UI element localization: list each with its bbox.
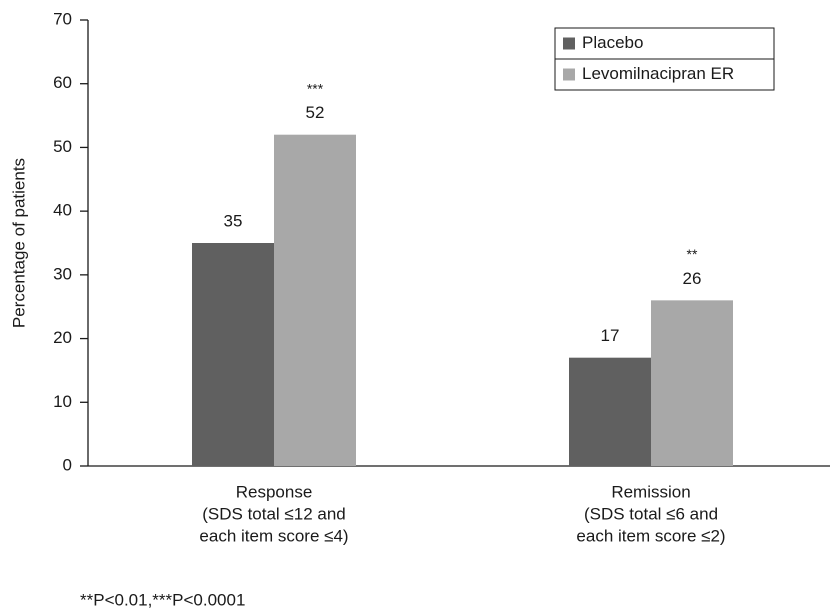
bar	[569, 357, 651, 466]
value-label: 17	[601, 326, 620, 345]
value-label: 26	[683, 269, 702, 288]
y-tick-label: 60	[53, 73, 72, 92]
value-label: 35	[224, 211, 243, 230]
y-axis-label: Percentage of patients	[9, 158, 28, 328]
bar	[192, 243, 274, 466]
legend-label: Placebo	[582, 33, 643, 52]
y-tick-label: 10	[53, 392, 72, 411]
significance-label: ***	[307, 80, 324, 96]
bar	[274, 134, 356, 466]
footnote: **P<0.01,***P<0.0001	[80, 590, 245, 609]
x-tick-label: (SDS total ≤12 and	[202, 504, 346, 523]
significance-label: **	[687, 246, 698, 262]
y-tick-label: 0	[63, 455, 72, 474]
x-tick-label: Response	[236, 482, 313, 501]
y-tick-label: 50	[53, 137, 72, 156]
y-tick-label: 70	[53, 9, 72, 28]
legend-swatch	[563, 37, 575, 50]
x-tick-label: each item score ≤2)	[576, 526, 725, 545]
x-tick-label: Remission	[611, 482, 690, 501]
legend-swatch	[563, 68, 575, 81]
y-tick-label: 40	[53, 201, 72, 220]
y-tick-label: 20	[53, 328, 72, 347]
bar	[651, 300, 733, 466]
x-tick-label: (SDS total ≤6 and	[584, 504, 718, 523]
value-label: 52	[306, 103, 325, 122]
x-tick-label: each item score ≤4)	[199, 526, 348, 545]
legend-label: Levomilnacipran ER	[582, 64, 734, 83]
y-tick-label: 30	[53, 264, 72, 283]
